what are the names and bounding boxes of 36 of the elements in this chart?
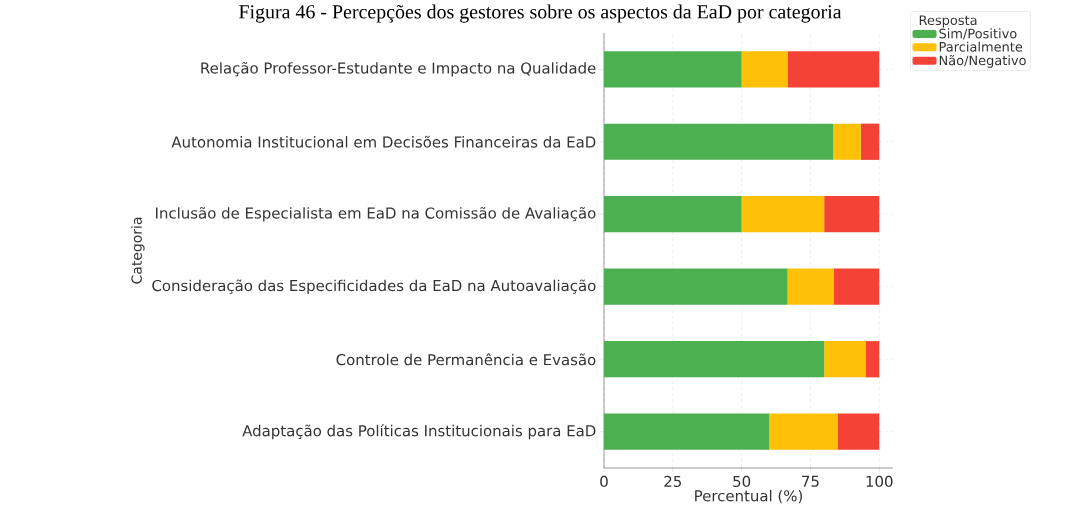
bar xyxy=(865,341,880,378)
legend-title: Resposta xyxy=(919,15,977,28)
bar xyxy=(604,196,742,233)
bar xyxy=(833,123,861,161)
x-tick-label: 100 xyxy=(866,475,893,488)
chart-title: Figura 46 - Percepções dos gestores sobre os aspectos da EaD por categoria xyxy=(239,4,842,23)
y-tick-label: Adaptação das Políticas Institucionais para EaD xyxy=(242,424,596,440)
y-tick-label: Autonomia Institucional em Decisões Financeiras da EaD xyxy=(171,136,596,148)
x-tick-label: 25 xyxy=(664,475,682,488)
legend-label: Parcialmente xyxy=(939,41,1023,52)
bar xyxy=(604,268,788,306)
y-tick-label: Controle de Permanência e Evasão xyxy=(336,353,596,366)
bar xyxy=(769,413,838,451)
x-tick-label: 75 xyxy=(802,475,819,488)
y-tick-label: Consideração das Especificidades da EaD na Autoavaliação xyxy=(152,279,596,295)
bar xyxy=(787,268,834,306)
bar xyxy=(604,51,742,88)
bar xyxy=(824,196,880,233)
y-tick-label: Inclusão de Especialista em EaD na Comissão de Avaliação xyxy=(156,207,596,222)
bar xyxy=(837,413,880,451)
bar xyxy=(604,341,825,378)
bar xyxy=(824,341,866,378)
legend-label: Não/Negativo xyxy=(939,55,1026,68)
x-tick-label: 0 xyxy=(600,475,608,488)
y-axis-title: Categoria xyxy=(131,218,145,284)
legend-label: Sim/Positivo xyxy=(939,28,1017,40)
bar xyxy=(833,268,880,306)
bar xyxy=(604,123,834,161)
y-tick-label: Relação Professor-Estudante e Impacto na Qualidade xyxy=(201,62,596,77)
bar xyxy=(787,51,880,88)
bar xyxy=(604,413,770,451)
x-axis-title: Percentual (%) xyxy=(695,490,803,504)
bar xyxy=(741,196,825,233)
x-tick-label: 50 xyxy=(733,475,751,488)
bar xyxy=(741,51,788,88)
bar xyxy=(860,123,880,161)
